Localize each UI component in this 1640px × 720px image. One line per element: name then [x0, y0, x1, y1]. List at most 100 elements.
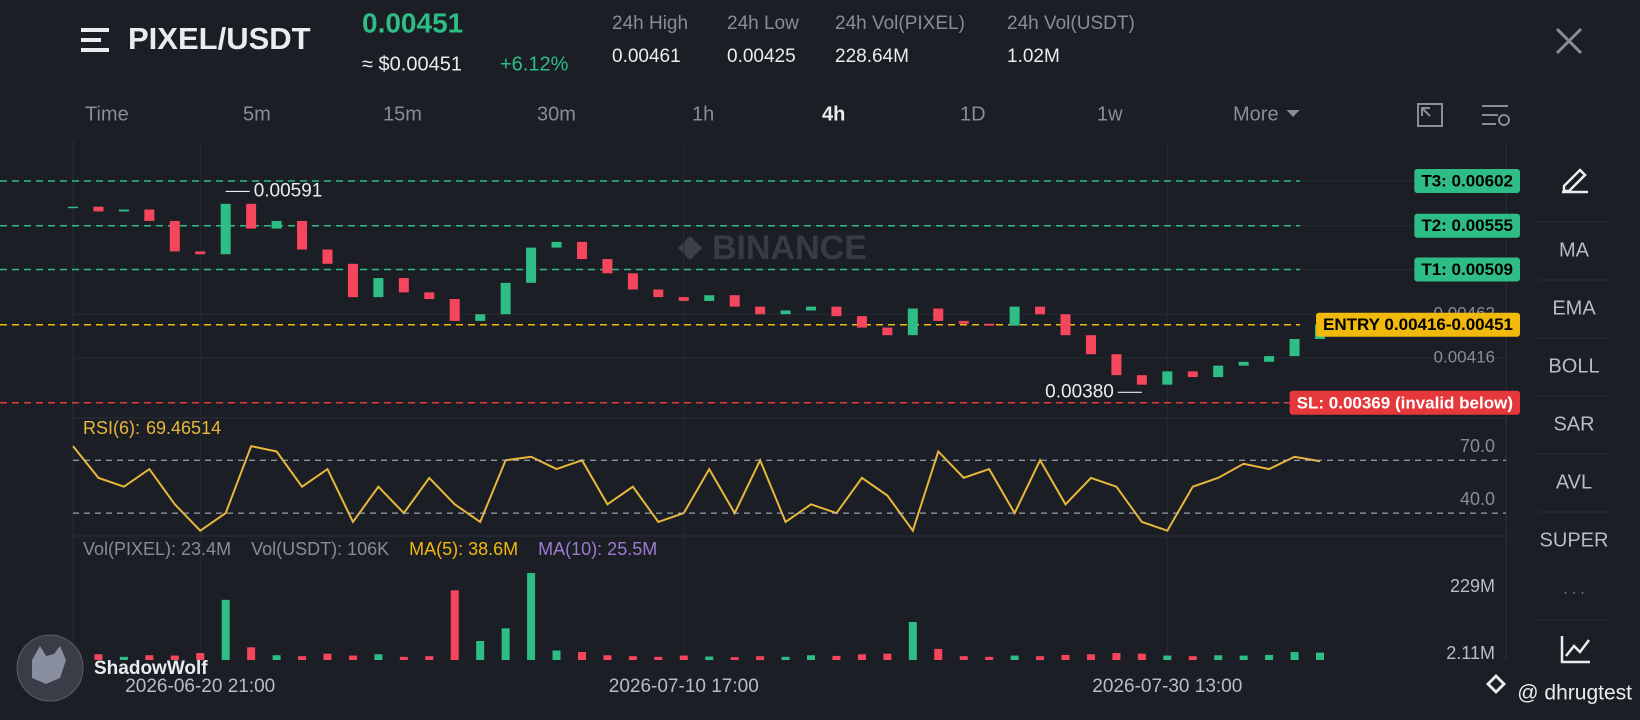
indicator[interactable]: AVL	[1556, 471, 1592, 493]
indicator[interactable]: MA	[1559, 239, 1590, 261]
candle	[1289, 338, 1300, 357]
x-tick-label: 2026-07-30 13:00	[1092, 676, 1242, 697]
volume-bar	[959, 656, 968, 660]
candle	[449, 299, 460, 321]
candle	[475, 314, 486, 321]
volume-bar	[476, 641, 485, 660]
timeframe[interactable]: 1h	[692, 103, 714, 125]
volume-bar	[272, 655, 281, 660]
dropdown-arrow	[1286, 110, 1300, 117]
y-tick-label: 0.00416	[1434, 348, 1495, 367]
volume-bar	[1112, 653, 1121, 660]
menu-icon[interactable]	[81, 28, 109, 52]
candle	[755, 306, 766, 315]
volume-legend: Vol(PIXEL): 23.4M	[83, 539, 231, 559]
y-tick-label: 229M	[1450, 576, 1495, 596]
volume-bar	[348, 655, 357, 660]
rsi-legend: RSI(6): 69.46514	[83, 418, 221, 438]
y-tick-label: 2.11M	[1446, 643, 1495, 663]
timeframe[interactable]: 15m	[383, 103, 422, 125]
chart-type-icon[interactable]	[1560, 636, 1590, 664]
candle	[220, 203, 231, 255]
volume-bar	[1239, 655, 1248, 660]
volume-bar	[781, 656, 790, 660]
timeframe[interactable]: 30m	[537, 103, 576, 125]
rsi-legend-name: RSI(6):	[83, 418, 140, 438]
volume-bar	[1163, 655, 1172, 660]
candle	[1162, 371, 1173, 385]
volume-bar	[298, 656, 307, 660]
fullscreen-icon[interactable]	[1417, 103, 1443, 127]
candle	[1060, 314, 1071, 336]
candle	[526, 247, 537, 283]
candle	[958, 320, 969, 324]
level-tag: T3: 0.00602	[1414, 168, 1520, 193]
more-dots[interactable]: · · ·	[1563, 584, 1585, 600]
volume-bar	[857, 654, 866, 660]
candle	[144, 209, 155, 221]
volume-bar	[985, 656, 994, 660]
handle-icon	[1486, 674, 1506, 694]
volume-bar	[94, 654, 103, 660]
candle	[627, 273, 638, 290]
candle	[195, 251, 206, 255]
y-tick-label: 40.0	[1460, 489, 1495, 509]
candle	[1187, 371, 1198, 378]
volume-bar	[1290, 652, 1299, 660]
volume-bar	[934, 648, 943, 660]
candle	[1136, 375, 1147, 385]
volume-bar	[832, 655, 841, 660]
candle	[1111, 354, 1122, 376]
level-tag-bg	[1316, 312, 1520, 337]
annotation: 0.00591	[254, 180, 323, 201]
level-tag-bg	[1414, 168, 1520, 193]
indicator[interactable]: SUPER	[1540, 529, 1609, 551]
volume-bar	[883, 653, 892, 660]
candle	[246, 203, 257, 229]
candle	[678, 297, 689, 301]
settings-icon[interactable]	[1482, 105, 1510, 126]
draw-tool[interactable]	[1562, 168, 1588, 194]
last-price: 0.00451	[362, 7, 463, 38]
candle	[297, 220, 308, 250]
close-button[interactable]	[1555, 27, 1583, 55]
level-label: ENTRY 0.00416-0.00451	[1323, 315, 1513, 334]
timeframe[interactable]: 5m	[243, 103, 271, 125]
indicator[interactable]: BOLL	[1548, 355, 1599, 377]
indicator[interactable]: SAR	[1553, 413, 1594, 435]
candle	[373, 278, 384, 298]
candle	[551, 241, 562, 248]
candle	[1264, 356, 1275, 362]
timeframe[interactable]: 1w	[1097, 103, 1123, 125]
pair: PIXEL/USDT	[128, 21, 311, 56]
volume-bar	[679, 655, 688, 660]
volume-bar	[1010, 655, 1019, 660]
timeframe[interactable]: Time	[85, 103, 129, 125]
indicator[interactable]: EMA	[1552, 297, 1596, 319]
candle	[398, 278, 409, 293]
volume-bar	[527, 572, 536, 660]
timeframe[interactable]: More	[1233, 103, 1279, 125]
timeframe[interactable]: 4h	[822, 103, 845, 125]
volume-bar	[374, 654, 383, 660]
level-label: T3: 0.00602	[1421, 171, 1513, 190]
volume-legend: MA(5): 38.6M	[409, 539, 518, 559]
level-tag: ENTRY 0.00416-0.00451	[1316, 312, 1520, 337]
candle	[704, 295, 715, 301]
volume-bar	[1316, 652, 1324, 660]
candle	[1238, 361, 1249, 366]
volume-bar	[807, 655, 816, 660]
volume-bar	[552, 650, 561, 660]
timeframe-bar: Time 5m 15m 30m 1h 4h 1D 1w More	[85, 103, 1300, 125]
candle	[271, 220, 282, 229]
handle: @ dhrugtest	[1517, 682, 1632, 705]
candle	[424, 292, 435, 300]
volume-bar	[247, 647, 256, 660]
rsi-line	[72, 445, 1321, 533]
volume-legend: Vol(USDT): 106K	[251, 539, 389, 559]
volume-bar	[425, 656, 434, 660]
candle	[831, 306, 842, 317]
candle	[576, 241, 587, 260]
timeframe[interactable]: 1D	[960, 103, 986, 125]
volume-bar	[1214, 655, 1223, 660]
